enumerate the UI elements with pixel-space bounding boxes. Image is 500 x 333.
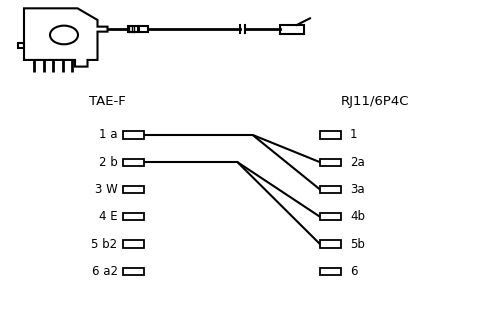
FancyBboxPatch shape	[320, 131, 341, 139]
FancyBboxPatch shape	[122, 213, 144, 220]
Text: 6: 6	[350, 265, 358, 278]
Text: 1 a: 1 a	[99, 128, 117, 142]
Text: 5b: 5b	[350, 237, 365, 251]
FancyBboxPatch shape	[320, 186, 341, 193]
Text: 2 b: 2 b	[99, 156, 117, 169]
Text: 6 a2: 6 a2	[92, 265, 118, 278]
FancyBboxPatch shape	[320, 240, 341, 248]
Text: 4 E: 4 E	[99, 210, 117, 223]
FancyBboxPatch shape	[122, 268, 144, 275]
FancyBboxPatch shape	[122, 186, 144, 193]
FancyBboxPatch shape	[280, 25, 304, 34]
FancyBboxPatch shape	[320, 268, 341, 275]
Text: 1: 1	[350, 128, 358, 142]
Text: 4b: 4b	[350, 210, 365, 223]
FancyBboxPatch shape	[128, 26, 138, 32]
Text: 2a: 2a	[350, 156, 365, 169]
FancyBboxPatch shape	[320, 213, 341, 220]
Text: 3 W: 3 W	[95, 183, 118, 196]
Text: TAE-F: TAE-F	[89, 95, 126, 108]
FancyBboxPatch shape	[122, 159, 144, 166]
Text: 5 b2: 5 b2	[92, 237, 118, 251]
Text: RJ11/6P4C: RJ11/6P4C	[341, 95, 409, 108]
FancyBboxPatch shape	[122, 240, 144, 248]
FancyBboxPatch shape	[320, 159, 341, 166]
Text: 3a: 3a	[350, 183, 364, 196]
FancyBboxPatch shape	[122, 131, 144, 139]
FancyBboxPatch shape	[139, 26, 148, 32]
